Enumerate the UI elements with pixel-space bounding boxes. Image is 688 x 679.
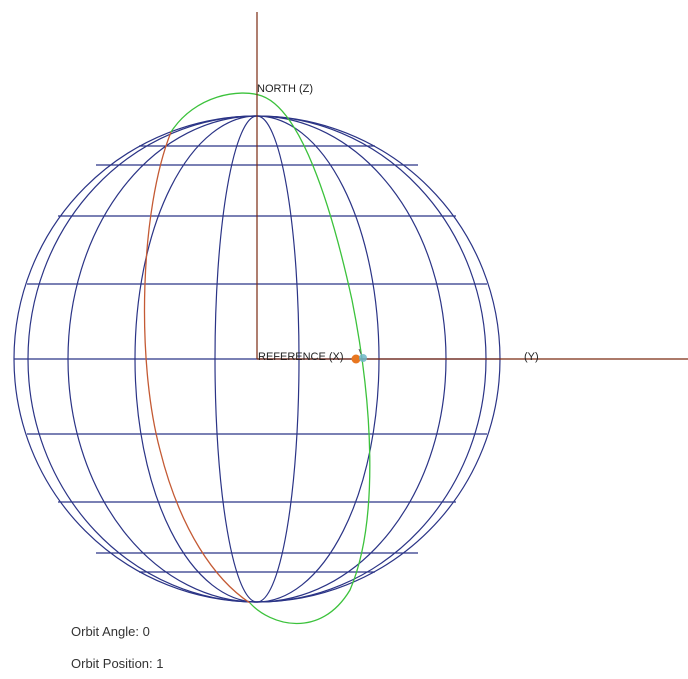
y-axis-label: (Y): [524, 351, 539, 363]
orbit-angle-readout: Orbit Angle: 0: [71, 624, 150, 639]
satellite-marker: [359, 354, 367, 362]
satellite-icon: [351, 348, 367, 364]
satellite-body: [351, 354, 361, 364]
orbit-front-segment: [170, 92, 371, 625]
north-axis-label: NORTH (Z): [257, 83, 313, 95]
reference-axis-label: REFERENCE (X): [258, 351, 344, 363]
orbit-position-readout: Orbit Position: 1: [71, 656, 164, 671]
orbit-position-label: Orbit Position:: [71, 656, 153, 671]
satellite-antenna: [358, 348, 362, 355]
coordinate-axes: [256, 12, 688, 360]
orbit-angle-value: 0: [142, 624, 150, 639]
orbit-back-segment: [143, 131, 251, 604]
orbit-path: [143, 92, 371, 625]
orbit-position-value: 1: [156, 656, 164, 671]
orbit-angle-label: Orbit Angle:: [71, 624, 139, 639]
